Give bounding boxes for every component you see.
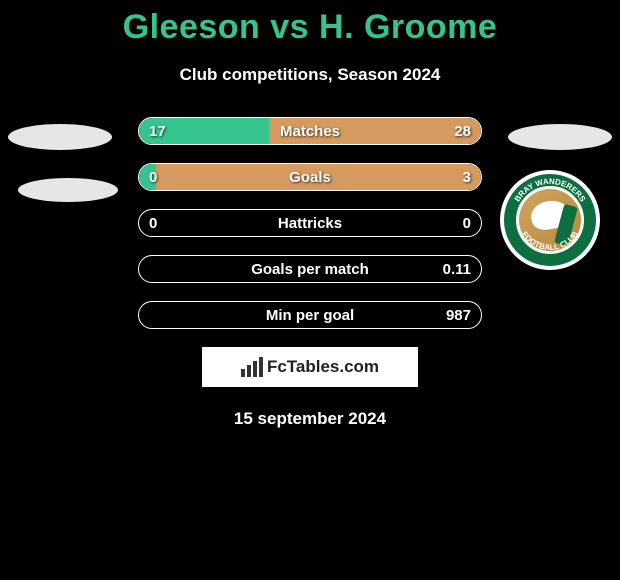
stat-bar: Goals per match 0.11 — [138, 255, 482, 283]
stat-label: Goals per match — [251, 261, 369, 278]
stat-value-right: 0 — [463, 215, 471, 232]
stat-label: Goals — [289, 169, 331, 186]
stat-value-right: 0.11 — [443, 261, 471, 278]
comparison-table: 17 Matches 28 0 Goals 3 0 Hattricks 0 Goals per m… — [0, 117, 620, 329]
stat-label: Hattricks — [278, 215, 342, 232]
stat-row: Min per goal 987 — [0, 301, 620, 329]
stat-label: Matches — [280, 123, 340, 140]
stat-row: Goals per match 0.11 — [0, 255, 620, 283]
stat-value-left: 0 — [149, 215, 157, 232]
stat-value-right: 28 — [454, 123, 471, 140]
page-title: Gleeson vs H. Groome — [0, 0, 620, 47]
stat-bar: 17 Matches 28 — [138, 117, 482, 145]
stat-bar: 0 Hattricks 0 — [138, 209, 482, 237]
stat-value-left: 0 — [149, 169, 157, 186]
stat-row: 0 Hattricks 0 — [0, 209, 620, 237]
stat-bar: 0 Goals 3 — [138, 163, 482, 191]
fctables-branding[interactable]: FcTables.com — [202, 347, 418, 387]
stat-label: Min per goal — [266, 307, 354, 324]
date-label: 15 september 2024 — [0, 409, 620, 429]
stat-value-right: 987 — [446, 307, 471, 324]
stat-bar: Min per goal 987 — [138, 301, 482, 329]
stat-row: 17 Matches 28 — [0, 117, 620, 145]
branding-label: FcTables.com — [267, 357, 379, 377]
stat-row: 0 Goals 3 — [0, 163, 620, 191]
stat-value-left: 17 — [149, 123, 166, 140]
stat-value-right: 3 — [463, 169, 471, 186]
bar-chart-icon — [241, 357, 263, 377]
subtitle: Club competitions, Season 2024 — [0, 65, 620, 85]
